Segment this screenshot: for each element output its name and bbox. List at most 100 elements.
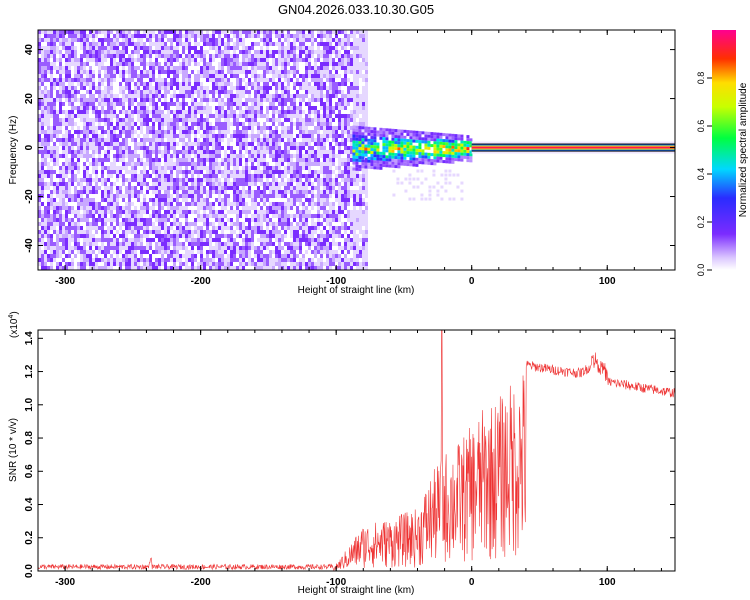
heatmap-cell: [236, 98, 239, 102]
heatmap-cell: [71, 170, 74, 174]
heatmap-cell: [182, 66, 185, 70]
heatmap-cell: [83, 150, 86, 154]
heatmap-cell: [179, 262, 182, 266]
heatmap-cell: [176, 166, 179, 170]
heatmap-cell: [104, 118, 107, 122]
heatmap-cell: [59, 206, 62, 210]
heatmap-cell: [167, 58, 170, 62]
heatmap-cell: [197, 218, 200, 222]
heatmap-cell: [272, 234, 275, 238]
heatmap-cell: [254, 138, 257, 142]
heatmap-cell: [218, 262, 221, 266]
heatmap-cell: [335, 166, 338, 170]
heatmap-cell: [137, 146, 140, 150]
heatmap-cell: [143, 266, 146, 270]
heatmap-cell: [113, 126, 116, 130]
heatmap-cell: [71, 178, 74, 182]
heatmap-cell: [275, 42, 278, 46]
heatmap-cell: [98, 238, 101, 242]
heatmap-cell: [290, 106, 293, 110]
heatmap-cell: [278, 194, 281, 198]
heatmap-cell: [131, 242, 134, 246]
heatmap-cell: [302, 238, 305, 242]
heatmap-cell: [323, 42, 326, 46]
heatmap-cell: [143, 34, 146, 38]
heatmap-cell: [314, 186, 317, 190]
heatmap-cell: [68, 166, 71, 170]
heatmap-cell: [65, 202, 68, 206]
heatmap-cell: [71, 122, 74, 126]
heatmap-cell: [53, 62, 56, 66]
heatmap-cell: [47, 174, 50, 178]
heatmap-cell: [254, 94, 257, 98]
heatmap-cell: [125, 62, 128, 66]
heatmap-cell: [305, 134, 308, 138]
heatmap-cell: [236, 154, 239, 158]
heatmap-cell: [44, 210, 47, 214]
heatmap-cell: [128, 94, 131, 98]
heatmap-cell: [254, 54, 257, 58]
heatmap-cell: [188, 86, 191, 90]
heatmap-cell: [272, 174, 275, 178]
heatmap-cell: [98, 202, 101, 206]
heatmap-cell: [314, 194, 317, 198]
heatmap-cell: [272, 42, 275, 46]
heatmap-cell: [122, 46, 125, 50]
heatmap-cell: [185, 30, 188, 34]
heatmap-cell: [260, 190, 263, 194]
heatmap-cell: [191, 182, 194, 186]
heatmap-cell: [167, 266, 170, 270]
heatmap-cell: [185, 122, 188, 126]
heatmap-cell: [317, 118, 320, 122]
heatmap-cell: [179, 94, 182, 98]
heatmap-cell: [242, 114, 245, 118]
heatmap-cell: [293, 66, 296, 70]
heatmap-cell: [296, 78, 299, 82]
heatmap-cell: [44, 94, 47, 98]
heatmap-cell: [212, 138, 215, 142]
heatmap-cell: [170, 138, 173, 142]
heatmap-cell: [302, 202, 305, 206]
heatmap-cell: [80, 266, 83, 270]
heatmap-cell: [140, 58, 143, 62]
heatmap-cell: [329, 234, 332, 238]
heatmap-cell: [47, 170, 50, 174]
heatmap-cell: [59, 70, 62, 74]
heatmap-cell: [284, 194, 287, 198]
heatmap-cell: [104, 190, 107, 194]
heatmap-cell: [185, 102, 188, 106]
heatmap-cell: [200, 90, 203, 94]
heatmap-cell: [248, 98, 251, 102]
heatmap-cell: [107, 210, 110, 214]
heatmap-cell: [83, 86, 86, 90]
heatmap-cell: [182, 146, 185, 150]
heatmap-cell: [80, 146, 83, 150]
heatmap-cell: [161, 242, 164, 246]
heatmap-cell: [41, 182, 44, 186]
heatmap-cell: [329, 162, 332, 166]
heatmap-cell: [152, 262, 155, 266]
heatmap-cell: [203, 198, 206, 202]
heatmap-cell: [77, 58, 80, 62]
heatmap-cell: [245, 146, 248, 150]
heatmap-cell: [221, 30, 224, 34]
heatmap-cell: [338, 86, 341, 90]
heatmap-cell: [266, 178, 269, 182]
heatmap-cell: [284, 170, 287, 174]
heatmap-cell: [206, 230, 209, 234]
heatmap-cell: [125, 94, 128, 98]
heatmap-cell: [338, 182, 341, 186]
heatmap-cell: [269, 234, 272, 238]
heatmap-cell: [188, 146, 191, 150]
heatmap-cell: [272, 74, 275, 78]
heatmap-cell: [203, 210, 206, 214]
heatmap-cell: [149, 102, 152, 106]
heatmap-cell: [278, 162, 281, 166]
heatmap-cell: [119, 74, 122, 78]
heatmap-cell: [215, 170, 218, 174]
heatmap-cell: [74, 174, 77, 178]
heatmap-cell: [323, 62, 326, 66]
heatmap-cell: [287, 38, 290, 42]
heatmap-cell: [77, 206, 80, 210]
heatmap-cell: [305, 50, 308, 54]
